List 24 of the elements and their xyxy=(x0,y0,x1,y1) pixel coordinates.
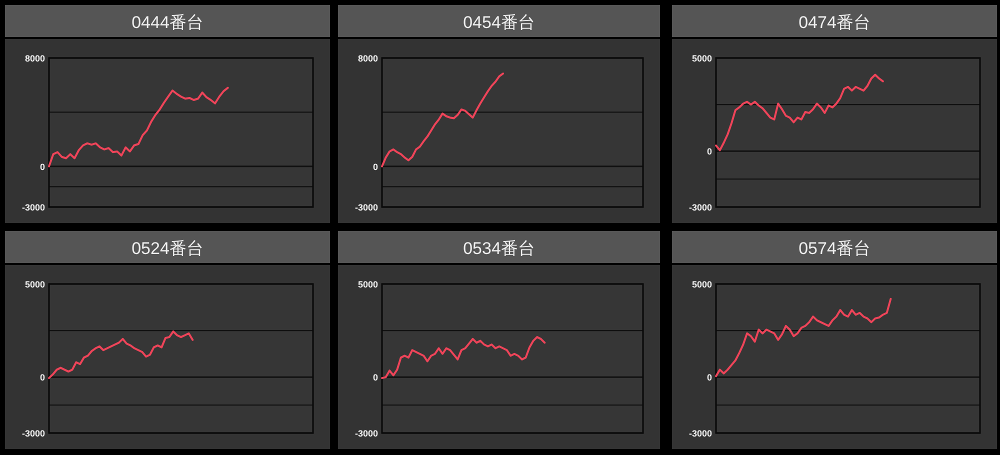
y-tick-label: 5000 xyxy=(692,54,712,64)
chart-title: 0534番台 xyxy=(463,239,535,258)
y-tick-label: 0 xyxy=(706,146,712,157)
chart-title: 0444番台 xyxy=(132,13,204,32)
y-tick-label: 0 xyxy=(372,162,378,172)
y-tick-label: -3000 xyxy=(688,202,712,212)
y-tick-label: 0 xyxy=(706,372,712,383)
y-tick-label: 5000 xyxy=(692,280,712,290)
y-tick-label: 5000 xyxy=(358,280,378,290)
y-tick-label: 8000 xyxy=(358,54,378,64)
y-tick-label: 0 xyxy=(40,372,45,383)
y-tick-label: -3000 xyxy=(22,202,45,212)
y-tick-label: 0 xyxy=(372,372,378,383)
chart-title: 0524番台 xyxy=(132,239,204,258)
chart-title: 0474番台 xyxy=(798,13,870,32)
y-tick-label: -3000 xyxy=(354,202,378,212)
y-tick-label: 0 xyxy=(40,162,45,172)
y-tick-label: 8000 xyxy=(24,54,45,64)
y-tick-label: -3000 xyxy=(354,428,378,438)
chart-title: 0454番台 xyxy=(463,13,535,32)
y-tick-label: -3000 xyxy=(688,428,712,438)
y-tick-label: -3000 xyxy=(22,428,45,438)
chart-title: 0574番台 xyxy=(798,239,870,258)
y-tick-label: 5000 xyxy=(24,280,45,290)
